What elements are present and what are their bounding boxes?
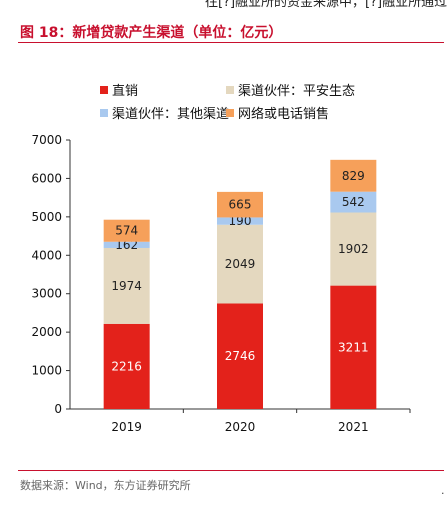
legend-item-online-phone: 网络或电话销售 <box>226 103 329 122</box>
y-tick-label: 1000 <box>31 364 62 378</box>
y-tick-label: 2000 <box>31 325 62 339</box>
bar-segment <box>330 191 377 213</box>
bar-segment <box>103 219 150 242</box>
legend-label-ping-an: 渠道伙伴：平安生态 <box>238 84 356 99</box>
legend-swatch-ping-an <box>226 85 234 94</box>
legend-swatch-direct <box>100 85 108 94</box>
bar-segment <box>103 241 150 248</box>
legend-item-other-channels: 渠道伙伴：其他渠道 <box>100 103 229 122</box>
data-label: 2216 <box>111 359 142 373</box>
data-label: 665 <box>229 198 252 212</box>
data-label: 542 <box>342 195 365 209</box>
bar-segment <box>330 285 377 409</box>
y-tick-label: 6000 <box>31 171 62 185</box>
data-label: 2049 <box>225 257 256 271</box>
y-tick-label: 3000 <box>31 287 62 301</box>
chart-legend: 直销 渠道伙伴：平安生态 渠道伙伴：其他渠道 网络或电话销售 <box>0 0 447 130</box>
x-tick-label: 2020 <box>225 420 256 434</box>
legend-item-direct: 直销 <box>100 80 138 99</box>
bar-segment <box>217 217 263 225</box>
title-divider <box>18 42 444 43</box>
bar-segment <box>217 224 263 304</box>
legend-label-online-phone: 网络或电话销售 <box>238 107 330 122</box>
bar-segment <box>330 159 377 192</box>
figure-title: 图 18：新增贷款产生渠道（单位：亿元） <box>20 25 283 41</box>
data-label: 190 <box>229 214 252 228</box>
legend-swatch-online-phone <box>226 108 234 117</box>
bar-segment <box>217 303 263 409</box>
data-label: 2746 <box>225 349 256 363</box>
y-tick-label: 0 <box>54 402 62 416</box>
y-tick-label: 4000 <box>31 248 62 262</box>
bar-segment <box>217 191 263 218</box>
y-tick-label: 5000 <box>31 210 62 224</box>
legend-item-ping-an: 渠道伙伴：平安生态 <box>226 80 355 99</box>
data-label: 574 <box>115 224 138 238</box>
bar-segment <box>103 323 150 409</box>
data-label: 829 <box>342 169 365 183</box>
bar-segment <box>330 212 377 286</box>
data-label: 1902 <box>338 242 369 256</box>
legend-label-other-channels: 渠道伙伴：其他渠道 <box>112 107 230 122</box>
source-note: 数据来源：Wind，东方证券研究所 <box>20 479 191 492</box>
legend-label-direct: 直销 <box>112 84 139 99</box>
bar-segment <box>103 247 150 324</box>
x-tick-label: 2021 <box>338 420 369 434</box>
cropped-header-text: 往[?]融业所的资金来源中，[?]融业所通过 <box>205 0 447 10</box>
edge-mark: · <box>441 487 445 500</box>
legend-swatch-other-channels <box>100 108 108 117</box>
x-tick-label: 2019 <box>111 420 142 434</box>
y-tick-label: 7000 <box>31 133 62 147</box>
source-divider <box>18 470 444 471</box>
data-label: 1974 <box>111 279 142 293</box>
data-label: 3211 <box>338 340 369 354</box>
